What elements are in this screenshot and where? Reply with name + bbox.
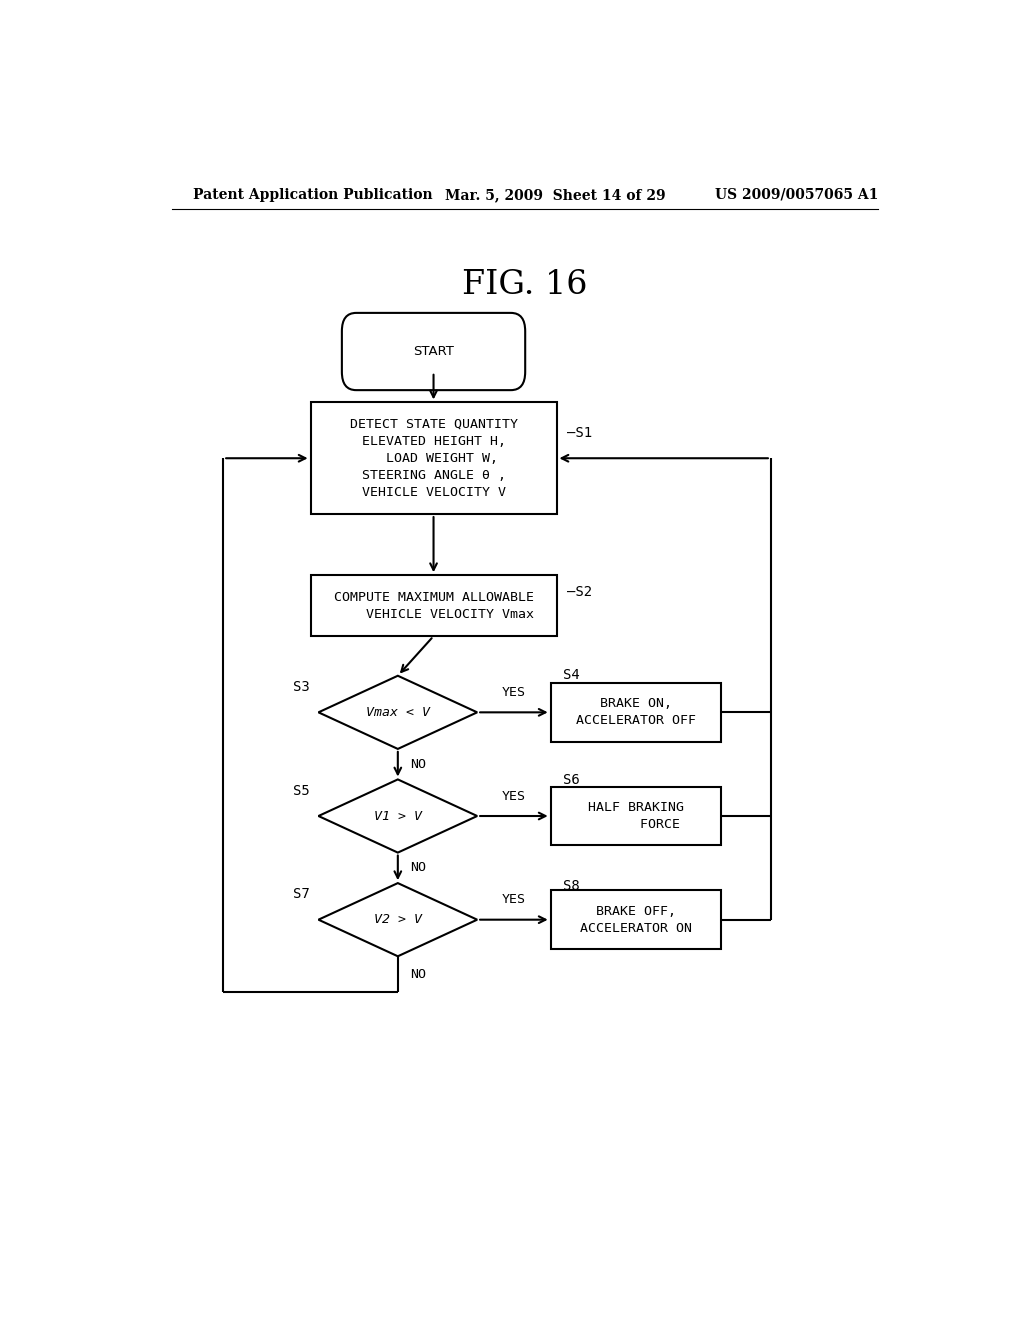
Text: —S1: —S1 (567, 426, 592, 440)
Bar (551, 890, 721, 949)
Text: BRAKE OFF,
ACCELERATOR ON: BRAKE OFF, ACCELERATOR ON (580, 904, 692, 935)
Text: YES: YES (502, 686, 526, 700)
Text: HALF BRAKING
      FORCE: HALF BRAKING FORCE (588, 801, 684, 832)
Text: YES: YES (502, 894, 526, 907)
Text: S8: S8 (563, 879, 580, 894)
Text: BRAKE ON,
ACCELERATOR OFF: BRAKE ON, ACCELERATOR OFF (575, 697, 696, 727)
Text: FIG. 16: FIG. 16 (462, 269, 588, 301)
Text: Patent Application Publication: Patent Application Publication (194, 187, 433, 202)
Text: NO: NO (410, 862, 426, 874)
Polygon shape (318, 883, 477, 956)
FancyBboxPatch shape (342, 313, 525, 391)
Bar (310, 403, 557, 515)
Text: S5: S5 (293, 784, 309, 797)
Text: NO: NO (410, 758, 426, 771)
Text: S6: S6 (563, 774, 580, 788)
Polygon shape (318, 676, 477, 748)
Text: V2 > V: V2 > V (374, 913, 422, 927)
Text: NO: NO (410, 968, 426, 981)
Text: S7: S7 (293, 887, 309, 902)
Text: V1 > V: V1 > V (374, 809, 422, 822)
Text: S4: S4 (563, 668, 580, 681)
Text: COMPUTE MAXIMUM ALLOWABLE
    VEHICLE VELOCITY Vmax: COMPUTE MAXIMUM ALLOWABLE VEHICLE VELOCI… (334, 590, 534, 620)
Text: US 2009/0057065 A1: US 2009/0057065 A1 (715, 187, 879, 202)
Text: YES: YES (502, 789, 526, 803)
Text: Mar. 5, 2009  Sheet 14 of 29: Mar. 5, 2009 Sheet 14 of 29 (445, 187, 666, 202)
Text: Vmax < V: Vmax < V (366, 706, 430, 719)
Text: START: START (413, 345, 454, 358)
Text: S3: S3 (293, 680, 309, 694)
Text: DETECT STATE QUANTITY
ELEVATED HEIGHT H,
  LOAD WEIGHT W,
STEERING ANGLE θ ,
VEH: DETECT STATE QUANTITY ELEVATED HEIGHT H,… (349, 417, 517, 499)
Text: —S2: —S2 (567, 585, 592, 599)
Bar (551, 787, 721, 846)
Polygon shape (318, 779, 477, 853)
Bar (310, 576, 557, 636)
Bar (551, 682, 721, 742)
